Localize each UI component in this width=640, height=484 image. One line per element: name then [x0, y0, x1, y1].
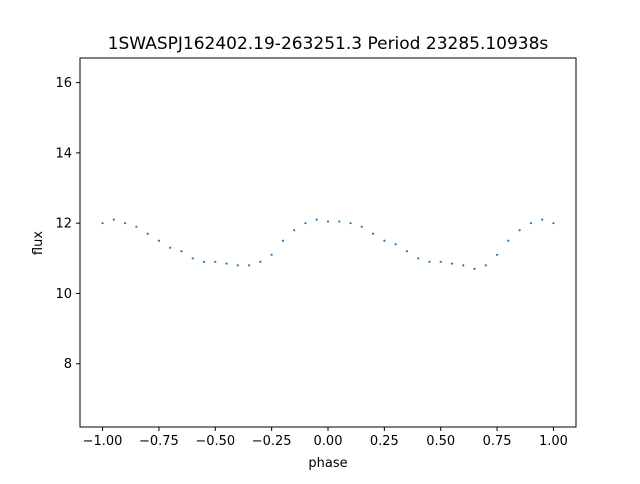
data-point — [270, 253, 273, 256]
data-point — [405, 250, 409, 253]
data-point — [349, 222, 352, 225]
y-tick-label: 12 — [55, 217, 72, 232]
data-point — [247, 264, 251, 267]
data-point — [202, 260, 206, 263]
data-point — [135, 225, 138, 228]
data-point — [236, 264, 239, 267]
x-axis-label: phase — [308, 456, 347, 471]
y-axis-label: flux — [31, 231, 46, 255]
data-point — [495, 253, 499, 256]
y-tick-label: 14 — [55, 146, 72, 161]
data-point — [281, 239, 285, 242]
data-point — [326, 220, 330, 223]
x-tick-label: 1.00 — [539, 434, 568, 449]
data-point — [338, 220, 341, 223]
y-tick-label: 10 — [55, 287, 72, 302]
data-point — [180, 250, 183, 253]
data-point — [304, 222, 307, 225]
x-axis: −1.00 −0.75 −0.50 −0.25 0.00 0.25 0.50 0.75 1.00 — [83, 427, 568, 449]
data-point — [112, 218, 115, 221]
data-point — [157, 239, 161, 242]
y-tick-label: 16 — [55, 76, 72, 91]
data-point — [101, 222, 104, 225]
data-point — [191, 257, 194, 260]
data-point — [450, 262, 454, 265]
y-tick-label: 8 — [64, 357, 72, 372]
chart-title: 1SWASPJ162402.19-263251.3 Period 23285.1… — [108, 34, 549, 54]
data-point — [169, 246, 172, 249]
data-point — [371, 232, 375, 235]
data-point — [428, 260, 431, 263]
x-tick-label: −0.25 — [252, 434, 292, 449]
data-point — [541, 218, 544, 221]
x-tick-label: 0.25 — [370, 434, 399, 449]
data-point — [146, 232, 149, 235]
data-point — [293, 229, 296, 232]
data-point — [529, 222, 533, 225]
data-point — [225, 262, 228, 265]
data-point — [484, 264, 487, 267]
data-point — [439, 260, 442, 263]
data-point — [518, 229, 521, 232]
data-point — [394, 243, 397, 246]
data-point — [360, 225, 363, 228]
data-point — [507, 239, 510, 242]
data-point — [315, 218, 318, 221]
data-point — [214, 260, 217, 263]
x-tick-label: −0.75 — [139, 434, 179, 449]
data-point — [383, 239, 386, 242]
data-point — [552, 222, 555, 225]
data-point — [417, 257, 420, 260]
data-point — [462, 264, 465, 267]
x-tick-label: −1.00 — [83, 434, 123, 449]
x-tick-label: −0.50 — [195, 434, 235, 449]
x-tick-label: 0.75 — [483, 434, 512, 449]
data-point — [259, 260, 262, 263]
data-point — [123, 222, 127, 225]
data-point — [473, 267, 476, 270]
y-axis: 8 10 12 14 16 — [55, 76, 80, 372]
x-tick-label: 0.00 — [314, 434, 343, 449]
data-points — [101, 218, 555, 270]
x-tick-label: 0.50 — [426, 434, 455, 449]
